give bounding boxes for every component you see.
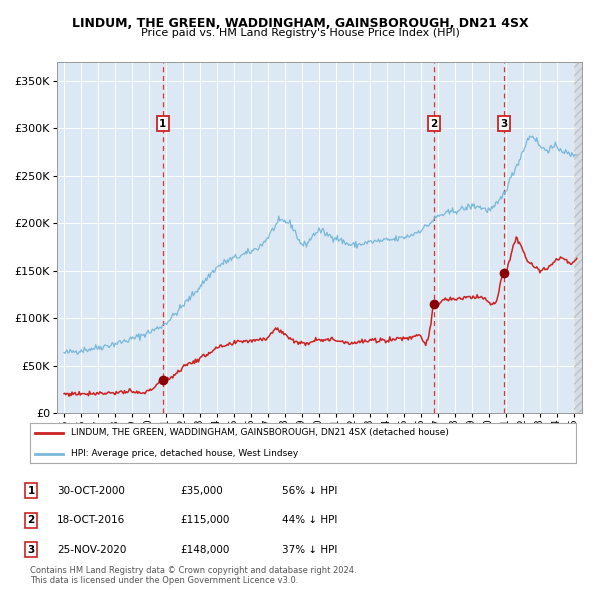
Text: 1: 1	[28, 486, 35, 496]
Text: Contains HM Land Registry data © Crown copyright and database right 2024.
This d: Contains HM Land Registry data © Crown c…	[30, 566, 356, 585]
Text: LINDUM, THE GREEN, WADDINGHAM, GAINSBOROUGH, DN21 4SX (detached house): LINDUM, THE GREEN, WADDINGHAM, GAINSBORO…	[71, 428, 449, 437]
Text: £148,000: £148,000	[180, 545, 229, 555]
Text: LINDUM, THE GREEN, WADDINGHAM, GAINSBOROUGH, DN21 4SX: LINDUM, THE GREEN, WADDINGHAM, GAINSBORO…	[71, 17, 529, 30]
Text: HPI: Average price, detached house, West Lindsey: HPI: Average price, detached house, West…	[71, 449, 298, 458]
Text: 37% ↓ HPI: 37% ↓ HPI	[282, 545, 337, 555]
Text: 30-OCT-2000: 30-OCT-2000	[57, 486, 125, 496]
Text: 44% ↓ HPI: 44% ↓ HPI	[282, 516, 337, 525]
Bar	[574, 62, 582, 413]
Text: £35,000: £35,000	[180, 486, 223, 496]
Text: 25-NOV-2020: 25-NOV-2020	[57, 545, 127, 555]
Text: 2: 2	[430, 119, 437, 129]
Text: 56% ↓ HPI: 56% ↓ HPI	[282, 486, 337, 496]
Text: 1: 1	[159, 119, 166, 129]
Text: 3: 3	[28, 545, 35, 555]
Text: 2: 2	[28, 516, 35, 525]
Text: £115,000: £115,000	[180, 516, 229, 525]
Text: 18-OCT-2016: 18-OCT-2016	[57, 516, 125, 525]
Text: Price paid vs. HM Land Registry's House Price Index (HPI): Price paid vs. HM Land Registry's House …	[140, 28, 460, 38]
Text: 3: 3	[500, 119, 508, 129]
